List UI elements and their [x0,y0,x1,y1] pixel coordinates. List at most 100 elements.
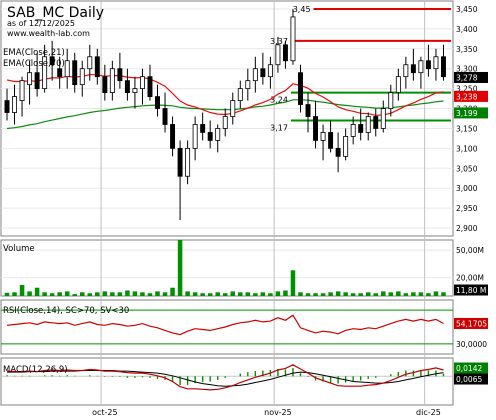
candle-body [365,116,371,133]
volume-bar [117,292,123,296]
x-axis-label: oct-25 [92,408,118,417]
candle-body [34,72,40,90]
candle-body [27,72,33,86]
ema21-last-tag: 3,238 [456,92,478,101]
volume-axis-tick: 50,00M [456,246,484,255]
rsi-line [6,314,444,336]
volume-bar [185,291,190,296]
volume-bar [358,293,363,296]
volume-bar [207,293,213,296]
candle-body [139,76,145,90]
ema70-legend: EMA(Close,70) [3,59,65,69]
volume-bar [12,292,17,296]
candle-body [177,147,183,177]
candle-body [433,56,439,70]
candle-body [132,88,138,94]
volume-bar [87,293,93,296]
rsi-last-tag-bg [454,317,488,329]
volume-bar [343,292,348,296]
volume-bar [49,293,55,296]
volume-label: Volume [3,244,35,254]
price-last-tag: 3,278 [456,73,478,82]
candle-body [117,68,123,82]
candle-body [124,80,130,94]
volume-bar [230,291,236,296]
candle-body [109,68,115,94]
volume-bar [34,287,40,296]
candle-body [79,68,85,86]
volume-bar [110,292,115,296]
volume-bar [177,240,183,296]
candle-body [358,124,364,133]
candle-body [305,104,311,117]
x-axis-label: nov-25 [264,408,292,417]
candle-body [320,132,326,141]
volume-bar [388,292,394,296]
panel-frame-rsi [0,299,454,355]
volume-bar [396,291,401,296]
candle-body [19,80,25,101]
volume-bar [441,292,446,296]
volume-bar [290,270,296,296]
volume-bar [140,292,145,296]
candle-body [222,116,228,129]
resistance-label: 3,45 [293,5,311,14]
price-axis-tick: 3,000 [456,184,478,193]
ema21-last-tag-bg [454,90,488,102]
candle-body [313,116,319,141]
candle-body [282,44,288,62]
volume-bar [245,292,251,296]
candle-body [425,60,431,70]
price-axis-tick: 3,300 [456,65,478,74]
candle-body [155,96,160,109]
candle-body [335,147,341,157]
price-axis-tick: 3,450 [456,5,478,14]
volume-bar [200,293,205,296]
macd-signal-last-tag-bg [454,373,488,385]
candle-body [380,108,386,129]
volume-bar [320,293,326,296]
volume-bar [313,293,318,296]
price-axis-tick: 3,050 [456,164,478,173]
volume-last-tag-bg [454,284,488,296]
volume-bar [381,291,386,296]
price-axis-tick: 3,100 [456,144,478,153]
volume-axis-tick: 20,00M [456,274,484,283]
volume-bar [162,292,168,296]
volume-bar [132,291,138,296]
candle-body [200,124,206,133]
ema70-last-tag: 3,199 [456,109,478,118]
volume-bar [19,284,25,296]
volume-bar [373,293,379,296]
rsi-label: RSI(Close,14), SC>70, SV<30 [3,306,129,316]
volume-bar [268,293,273,296]
volume-bar [192,292,198,296]
resistance-label: 3,37 [270,37,288,46]
candle-body [147,76,153,97]
support-label: 3,24 [270,96,288,105]
price-axis-tick: 2,950 [456,204,478,213]
volume-bar [403,293,409,296]
rsi-axis-tick: 30,0000 [456,340,487,349]
volume-bar [125,290,130,296]
candle-body [410,64,416,74]
volume-bar [328,292,333,296]
volume-bar [298,292,303,296]
candle-body [94,56,100,78]
panel-frame-vol [0,239,454,297]
volume-bar [170,287,175,296]
candle-body [162,108,168,125]
candle-body [252,68,258,82]
price-last-tag-bg [454,71,488,83]
price-axis-tick: 2,900 [456,224,478,233]
candle-body [170,124,176,149]
candle-body [267,64,273,78]
rsi-last-tag: 54,1705 [456,319,487,328]
ema21-legend: EMA(Close,21) [3,48,65,58]
support-label: 3,17 [270,123,288,132]
candle-body [373,116,379,129]
volume-bar [253,293,258,296]
candle-body [403,64,409,78]
candle-body [42,56,48,90]
